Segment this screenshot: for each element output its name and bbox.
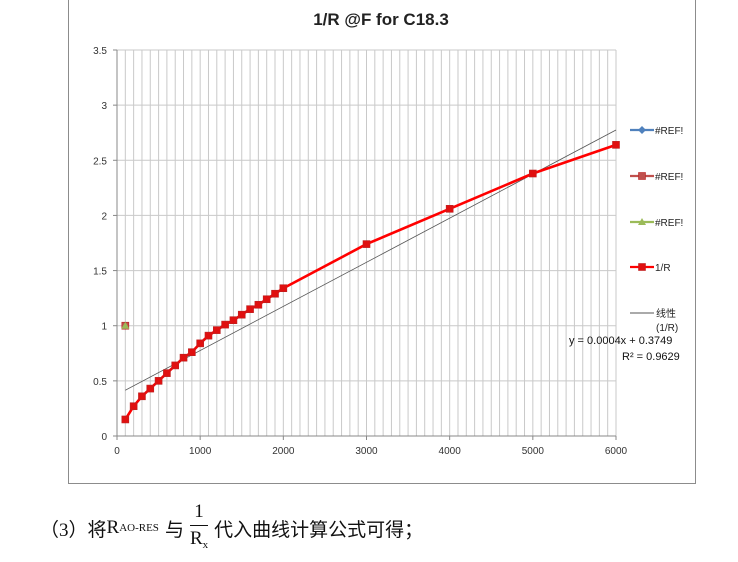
legend-trend-label: 线性 [656,307,676,320]
x-tick-label: 4000 [439,446,462,457]
data-point [171,361,180,370]
legend-label: #REF! [655,218,683,229]
data-point [213,326,221,334]
data-point [204,331,213,340]
data-point [445,205,454,213]
fraction-den-symbol: R [189,527,203,549]
data-point [279,284,288,293]
x-tick-label: 2000 [272,446,295,457]
legend-marker [638,263,646,271]
legend-marker [638,126,646,134]
data-point [229,316,238,325]
y-tick-label: 2 [101,211,107,222]
fraction: 1 Rx [190,501,208,556]
fraction-den-subscript: x [202,538,209,551]
legend-marker [638,218,646,225]
x-tick-label: 6000 [605,446,628,457]
data-point [362,240,371,248]
data-point [188,348,196,356]
legend-trend-label-2: (1/R) [656,323,678,334]
chart-title: 1/R @F for C18.3 [313,10,449,29]
chart-frame: 1/R @F for C18.3 0 0.5 1 1.5 2 2.5 3 3.5 0 1000 20… [68,0,696,484]
series-line-3 [124,143,617,421]
grid-layer [116,49,617,437]
x-tick-label: 1000 [189,446,212,457]
data-point [254,300,263,309]
axis-layer: 0 0.5 1 1.5 2 2.5 3 3.5 0 1000 2000 3000 4000 5000 600… [93,46,627,457]
y-tick-label: 0 [101,432,107,443]
y-tick-label: 2.5 [93,156,107,167]
data-point [154,377,163,385]
r-subscript: AO-RES [119,522,159,534]
y-tick-label: 0.5 [93,377,107,388]
caption-suffix: 代入曲线计算公式可得； [214,519,424,541]
data-point [121,415,130,424]
data-point [179,353,188,362]
trendline-r2: R² = 0.9629 [622,351,680,363]
data-point [221,320,229,329]
data-point [246,305,254,313]
caption-prefix: （3）将 [40,519,107,541]
y-tick-label: 3.5 [93,46,107,57]
legend-label: #REF! [655,172,683,183]
fraction-denominator: Rx [190,526,208,556]
y-tick-label: 1.5 [93,267,107,278]
x-tick-label: 3000 [355,446,378,457]
legend-marker [638,172,646,180]
caption-line: （3）将 R AO-RES 与 1 Rx 代入曲线计算公式可得； [40,498,423,558]
caption-middle: 与 [164,519,184,541]
data-point [529,169,537,178]
fraction-numerator: 1 [190,501,208,526]
series-layer [121,141,620,424]
data-point [237,310,246,319]
x-tick-label: 0 [114,446,120,457]
chart-plot: 1/R @F for C18.3 0 0.5 1 1.5 2 2.5 3 3.5 0 1000 20… [93,10,683,457]
legend-label: #REF! [655,126,683,137]
data-point [271,289,279,298]
data-point [163,369,171,377]
r-symbol: R [106,517,120,538]
trendline-equation: y = 0.0004x + 0.3749 [569,335,672,347]
legend-label: 1/R [655,263,671,274]
data-point [129,402,138,411]
ref-point-2 [121,321,130,329]
data-point [146,384,155,393]
legend: #REF! #REF! #REF! 1/R 线性 (1/R) [630,126,683,334]
data-point [196,339,204,348]
data-point [612,141,620,149]
data-point [138,392,146,401]
y-tick-label: 3 [101,101,107,112]
x-tick-label: 5000 [522,446,545,457]
y-tick-label: 1 [101,322,107,333]
data-point [262,295,271,304]
